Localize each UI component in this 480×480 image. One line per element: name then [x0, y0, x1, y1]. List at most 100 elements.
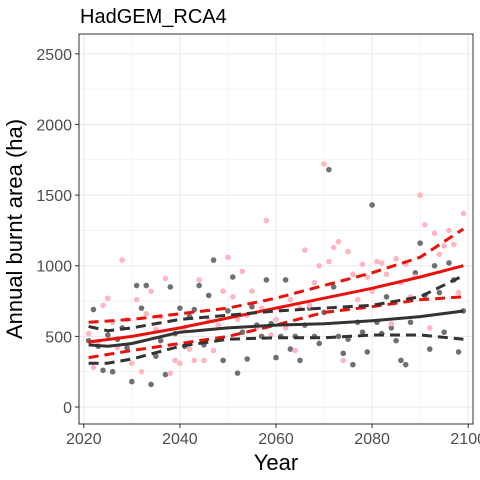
data-point-pink-points: [100, 302, 106, 309]
data-point-pink-points: [220, 288, 226, 294]
y-tick-label: 1000: [36, 259, 72, 276]
data-point-gray-points: [124, 344, 130, 351]
data-point-pink-points: [133, 296, 140, 303]
data-point-pink-points: [129, 360, 135, 367]
data-point-pink-points: [225, 254, 231, 261]
data-point-gray-points: [455, 349, 462, 355]
data-point-gray-points: [412, 270, 419, 276]
data-point-pink-points: [138, 368, 145, 375]
data-point-gray-points: [441, 329, 447, 335]
data-point-pink-points: [431, 230, 438, 237]
confidence-line-dark-line: [88, 333, 464, 365]
x-tick-label: 2020: [66, 431, 102, 448]
data-point-gray-points: [402, 361, 409, 368]
data-point-pink-points: [229, 294, 236, 300]
data-point-pink-points: [455, 289, 462, 296]
data-point-pink-points: [186, 346, 193, 352]
data-point-gray-points: [326, 166, 332, 173]
data-point-pink-points: [148, 288, 154, 294]
data-point-gray-points: [330, 284, 337, 290]
data-point-gray-points: [177, 305, 183, 311]
data-point-gray-points: [335, 333, 342, 340]
data-point-gray-points: [417, 240, 423, 246]
data-point-pink-points: [119, 257, 126, 263]
data-point-gray-points: [316, 340, 323, 347]
data-point-pink-points: [234, 316, 241, 323]
data-point-pink-points: [162, 275, 169, 282]
data-point-gray-points: [244, 356, 250, 362]
data-point-pink-points: [282, 325, 289, 331]
data-point-gray-points: [162, 371, 169, 378]
data-point-pink-points: [177, 360, 183, 367]
data-point-pink-points: [268, 332, 274, 338]
data-point-pink-points: [302, 247, 308, 253]
data-point-pink-points: [422, 221, 428, 228]
data-point-gray-points: [129, 378, 135, 385]
y-tick-label: 500: [45, 329, 72, 346]
chart-title: HadGEM_RCA4: [80, 6, 227, 28]
data-point-gray-points: [234, 370, 241, 376]
confidence-line-red-line: [88, 295, 464, 360]
data-point-pink-points: [446, 227, 452, 234]
data-point-gray-points: [383, 294, 390, 300]
data-point-pink-points: [345, 248, 351, 255]
data-point-gray-points: [426, 346, 433, 352]
data-point-pink-points: [292, 347, 299, 354]
data-point-gray-points: [205, 292, 212, 299]
data-point-pink-points: [388, 320, 395, 327]
data-point-pink-points: [210, 347, 217, 354]
data-point-gray-points: [287, 346, 294, 352]
data-point-gray-points: [340, 350, 347, 357]
data-point-gray-points: [273, 354, 279, 361]
data-point-pink-points: [441, 243, 447, 249]
data-point-gray-points: [225, 308, 231, 314]
x-axis-title: Year: [254, 450, 298, 475]
data-point-pink-points: [383, 271, 390, 278]
data-point-gray-points: [100, 367, 106, 374]
data-point-pink-points: [436, 251, 443, 258]
data-point-pink-points: [426, 325, 433, 331]
data-point-pink-points: [105, 295, 111, 302]
data-point-gray-points: [210, 257, 217, 263]
data-point-gray-points: [105, 332, 111, 338]
data-point-pink-points: [167, 370, 174, 376]
data-point-gray-points: [407, 319, 414, 326]
data-point-gray-points: [350, 361, 356, 368]
data-point-pink-points: [143, 310, 150, 317]
data-point-pink-points: [393, 255, 399, 262]
data-point-pink-points: [85, 330, 92, 337]
data-point-pink-points: [201, 357, 207, 364]
data-point-pink-points: [172, 357, 178, 364]
data-point-gray-points: [388, 325, 395, 331]
data-point-pink-points: [311, 279, 318, 286]
data-point-pink-points: [359, 261, 366, 268]
data-point-gray-points: [297, 357, 303, 364]
data-point-gray-points: [398, 357, 404, 364]
data-point-pink-points: [354, 296, 361, 303]
data-point-pink-points: [374, 258, 380, 265]
y-tick-label: 2000: [36, 117, 72, 134]
data-point-gray-points: [153, 353, 159, 359]
data-point-gray-points: [393, 337, 399, 344]
confidence-line-dark-line: [88, 274, 465, 333]
data-point-pink-points: [273, 316, 279, 323]
x-tick-label: 2080: [354, 431, 390, 448]
data-point-gray-points: [138, 305, 145, 311]
data-point-gray-points: [249, 303, 255, 310]
data-point-gray-points: [369, 202, 375, 208]
y-tick-label: 1500: [36, 188, 72, 205]
data-point-pink-points: [321, 161, 327, 167]
data-point-pink-points: [263, 217, 270, 224]
data-point-gray-points: [364, 349, 371, 355]
trend-lines: [88, 227, 465, 365]
data-point-gray-points: [143, 282, 150, 289]
y-axis-title: Annual burnt area (ha): [2, 119, 27, 339]
trend-line-dark-line: [88, 309, 464, 348]
y-tick-label: 2500: [36, 47, 72, 64]
data-point-pink-points: [306, 302, 313, 309]
data-point-pink-points: [90, 364, 97, 371]
data-point-gray-points: [436, 289, 443, 296]
data-point-pink-points: [330, 244, 337, 251]
